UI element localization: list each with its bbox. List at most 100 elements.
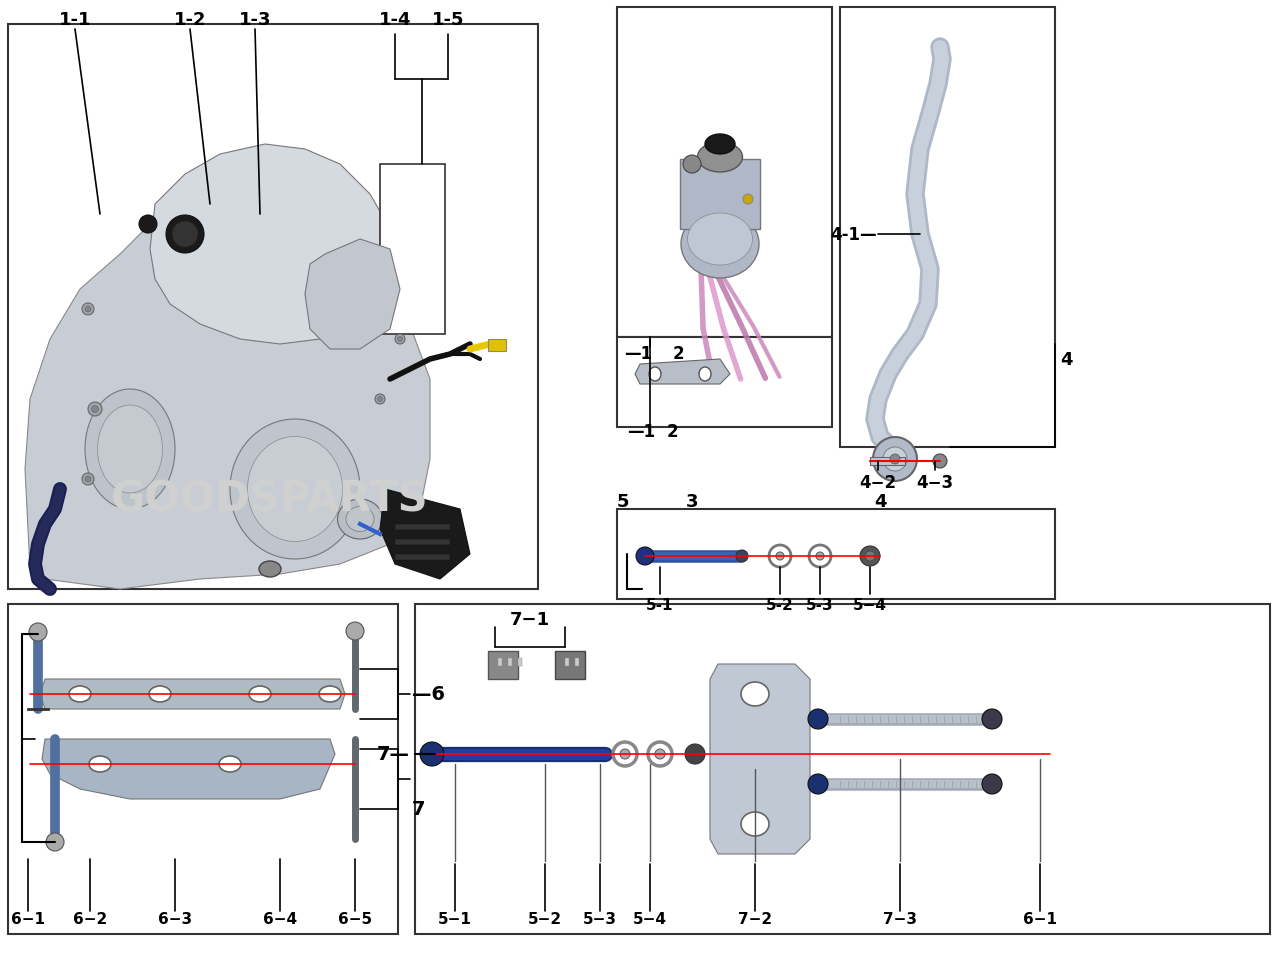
Text: 5: 5 xyxy=(617,493,630,511)
Text: 6−2: 6−2 xyxy=(73,911,108,926)
Bar xyxy=(488,651,518,679)
Text: 7: 7 xyxy=(412,800,425,819)
Ellipse shape xyxy=(687,213,753,266)
Ellipse shape xyxy=(259,561,282,578)
Circle shape xyxy=(375,395,385,405)
Ellipse shape xyxy=(699,368,710,381)
Text: 1-2: 1-2 xyxy=(174,11,206,29)
Ellipse shape xyxy=(698,143,742,172)
Circle shape xyxy=(29,623,47,641)
Circle shape xyxy=(396,335,404,345)
Bar xyxy=(488,339,506,352)
Ellipse shape xyxy=(346,507,374,532)
Bar xyxy=(680,160,760,230)
Text: GOODSPARTS: GOODSPARTS xyxy=(111,478,429,520)
Circle shape xyxy=(808,709,828,729)
Bar xyxy=(415,604,1270,934)
Text: 5−4: 5−4 xyxy=(852,598,887,613)
Circle shape xyxy=(982,774,1002,794)
Text: 5-2: 5-2 xyxy=(767,598,794,613)
Ellipse shape xyxy=(166,215,204,253)
Polygon shape xyxy=(26,205,430,589)
Circle shape xyxy=(398,337,402,342)
Text: 5−4: 5−4 xyxy=(634,911,667,926)
Circle shape xyxy=(982,709,1002,729)
Text: —6: —6 xyxy=(412,685,445,703)
Polygon shape xyxy=(380,490,470,579)
Bar xyxy=(8,25,538,589)
Text: 1-5: 1-5 xyxy=(431,11,465,29)
Circle shape xyxy=(346,622,364,640)
Text: 3: 3 xyxy=(686,493,699,511)
Bar xyxy=(8,604,398,934)
Ellipse shape xyxy=(741,682,769,706)
Text: 4: 4 xyxy=(1060,351,1073,369)
Circle shape xyxy=(636,547,654,565)
Ellipse shape xyxy=(140,215,157,233)
Circle shape xyxy=(873,437,916,481)
Circle shape xyxy=(808,774,828,794)
Text: 6−5: 6−5 xyxy=(338,911,372,926)
Circle shape xyxy=(685,744,705,764)
Text: 7—: 7— xyxy=(378,744,410,763)
Bar xyxy=(396,524,451,531)
Ellipse shape xyxy=(705,135,735,154)
Text: 2: 2 xyxy=(672,345,684,363)
Circle shape xyxy=(88,402,102,416)
Text: 6−1: 6−1 xyxy=(12,911,45,926)
Text: 1-3: 1-3 xyxy=(239,11,271,29)
Circle shape xyxy=(742,194,753,205)
Ellipse shape xyxy=(324,269,376,311)
Circle shape xyxy=(817,553,824,560)
Bar xyxy=(617,510,1055,599)
Text: 1-1: 1-1 xyxy=(59,11,91,29)
Text: 4−2: 4−2 xyxy=(859,474,896,492)
Text: 7−1: 7−1 xyxy=(509,610,550,628)
Ellipse shape xyxy=(319,686,340,702)
Text: —1: —1 xyxy=(623,345,652,363)
Bar xyxy=(508,659,512,666)
Ellipse shape xyxy=(250,686,271,702)
Text: 4−3: 4−3 xyxy=(916,474,954,492)
Text: 6−3: 6−3 xyxy=(157,911,192,926)
Bar xyxy=(840,8,1055,448)
Text: 1-4: 1-4 xyxy=(379,11,411,29)
Ellipse shape xyxy=(69,686,91,702)
Circle shape xyxy=(860,546,881,566)
Polygon shape xyxy=(150,145,396,345)
Circle shape xyxy=(91,406,99,413)
Text: 6−4: 6−4 xyxy=(262,911,297,926)
Circle shape xyxy=(84,476,91,482)
Circle shape xyxy=(933,455,947,469)
Bar xyxy=(498,659,502,666)
Circle shape xyxy=(82,304,93,315)
Bar xyxy=(396,539,451,545)
Polygon shape xyxy=(635,359,730,385)
Circle shape xyxy=(883,448,908,472)
Circle shape xyxy=(890,455,900,464)
Ellipse shape xyxy=(247,437,343,542)
Bar xyxy=(556,651,585,679)
Circle shape xyxy=(684,156,701,173)
Polygon shape xyxy=(42,740,335,800)
Circle shape xyxy=(84,307,91,313)
Text: —1: —1 xyxy=(627,422,655,440)
Circle shape xyxy=(655,749,666,760)
Ellipse shape xyxy=(84,390,175,510)
Bar xyxy=(396,555,451,560)
Ellipse shape xyxy=(230,419,360,559)
Bar xyxy=(870,457,905,465)
Circle shape xyxy=(46,833,64,851)
Ellipse shape xyxy=(681,211,759,278)
Bar xyxy=(617,337,832,428)
Text: 5−1: 5−1 xyxy=(438,911,472,926)
Ellipse shape xyxy=(97,406,163,494)
Bar xyxy=(575,659,579,666)
Text: 5-1: 5-1 xyxy=(646,598,673,613)
Bar xyxy=(617,8,832,337)
Polygon shape xyxy=(305,240,401,350)
Circle shape xyxy=(776,553,785,560)
Text: 6−1: 6−1 xyxy=(1023,911,1057,926)
Ellipse shape xyxy=(649,368,660,381)
Circle shape xyxy=(420,742,444,766)
